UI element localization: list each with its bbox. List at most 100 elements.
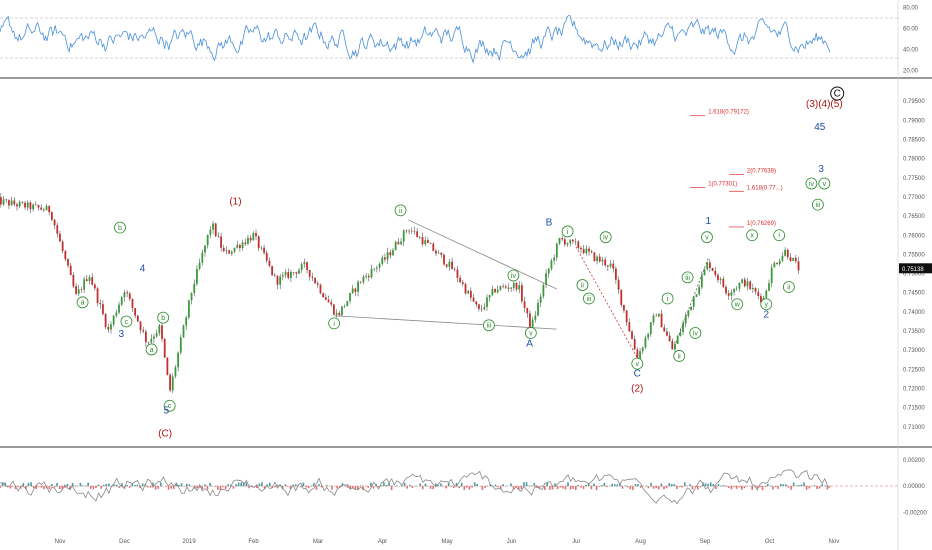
candle-body bbox=[448, 261, 451, 267]
candle-body bbox=[784, 249, 786, 256]
macd-histogram-bar bbox=[826, 486, 829, 490]
candle-body bbox=[451, 261, 453, 270]
wave-label-text: iii bbox=[685, 275, 690, 282]
candle-body bbox=[37, 204, 40, 208]
macd-histogram-bar bbox=[442, 486, 445, 487]
candle-body bbox=[443, 254, 445, 265]
macd-histogram-bar bbox=[458, 486, 460, 489]
wave-label-text: a bbox=[81, 300, 85, 307]
wave-label-circle bbox=[583, 292, 595, 305]
macd-histogram-bar bbox=[489, 484, 492, 487]
macd-histogram-bar bbox=[167, 486, 170, 490]
candle-body bbox=[405, 230, 408, 232]
wave-label-circle bbox=[661, 292, 674, 305]
candle-body bbox=[370, 268, 373, 278]
candle-body bbox=[193, 283, 196, 293]
candle-body bbox=[144, 331, 147, 343]
candle-body bbox=[604, 259, 607, 266]
macd-histogram-bar bbox=[274, 486, 276, 488]
candle-body bbox=[504, 286, 507, 288]
top-oscillator-panel: 80.00 60.00 40.00 20.00 bbox=[0, 5, 919, 75]
macd-histogram-bar bbox=[699, 486, 702, 488]
macd-histogram-bar bbox=[294, 484, 297, 487]
candle-body bbox=[719, 278, 722, 281]
wave-label-circle bbox=[561, 225, 574, 238]
macd-histogram-bar bbox=[115, 484, 118, 487]
macd-histogram-bar bbox=[48, 486, 51, 490]
candle-body bbox=[85, 279, 88, 282]
candle-body bbox=[768, 283, 770, 291]
macd-histogram-bar bbox=[403, 482, 406, 487]
macd-histogram-bar bbox=[658, 486, 660, 490]
macd-histogram-bar bbox=[445, 486, 447, 489]
candle-body bbox=[687, 310, 690, 316]
macd-histogram-bar bbox=[240, 482, 243, 487]
candle-body bbox=[572, 239, 574, 242]
macd-histogram-bar bbox=[569, 486, 572, 490]
candle-body bbox=[281, 275, 284, 277]
macd-histogram-bar bbox=[593, 483, 595, 487]
candle-body bbox=[59, 233, 61, 242]
candle-body bbox=[751, 288, 754, 290]
price-candles bbox=[0, 193, 800, 394]
macd-histogram-bar bbox=[497, 486, 499, 488]
candle-body bbox=[754, 288, 757, 292]
macd-histogram-bar bbox=[320, 486, 323, 488]
candle-body bbox=[392, 250, 394, 256]
candle-body bbox=[394, 241, 397, 251]
candle-body bbox=[515, 283, 518, 290]
macd-histogram-bar bbox=[344, 485, 346, 487]
candle-body bbox=[786, 249, 789, 258]
macd-histogram-bar bbox=[95, 486, 97, 489]
candle-body bbox=[18, 201, 21, 207]
price-tick-label: 0.72000 bbox=[903, 387, 925, 393]
candle-body bbox=[263, 247, 265, 253]
price-tick-label: 0.71500 bbox=[903, 406, 925, 412]
macd-histogram-bar bbox=[678, 486, 681, 488]
macd-histogram-bar bbox=[313, 483, 315, 487]
candle-body bbox=[488, 294, 491, 298]
candle-body bbox=[461, 282, 464, 284]
macd-histogram-bar bbox=[165, 486, 167, 487]
wave-label-text: i bbox=[567, 229, 569, 236]
wave-label-circle bbox=[507, 269, 520, 282]
macd-histogram-bar bbox=[9, 486, 12, 489]
wave-label-red: (2) bbox=[631, 384, 643, 395]
fib-level-label: 1.618(0.77...) bbox=[747, 185, 783, 191]
macd-histogram-bar bbox=[209, 482, 211, 487]
macd-histogram-bar bbox=[517, 486, 520, 490]
macd-histogram-bar bbox=[178, 484, 180, 487]
macd-histogram-bar bbox=[383, 482, 385, 487]
wave-label-text: y bbox=[765, 302, 769, 309]
candle-body bbox=[649, 322, 652, 335]
candle-body bbox=[136, 315, 139, 322]
macd-histogram-bar bbox=[66, 484, 69, 487]
macd-histogram-bar bbox=[147, 486, 149, 488]
candle-body bbox=[553, 257, 556, 261]
macd-histogram-bar bbox=[471, 486, 473, 488]
macd-histogram-bar bbox=[222, 486, 224, 488]
candle-body bbox=[319, 284, 322, 294]
macd-histogram-bar bbox=[310, 485, 313, 487]
price-tick-label: 0.71000 bbox=[903, 425, 925, 431]
wave-label-text: ii bbox=[678, 353, 682, 360]
macd-histogram-bar bbox=[782, 484, 785, 487]
macd-histogram-bar bbox=[460, 482, 463, 487]
candle-body bbox=[507, 287, 510, 289]
candle-body bbox=[324, 297, 327, 300]
macd-histogram-bar bbox=[245, 482, 248, 487]
macd-histogram-bar bbox=[774, 486, 777, 488]
candle-body bbox=[792, 257, 795, 261]
candle-body bbox=[182, 325, 185, 338]
candle-body bbox=[332, 304, 335, 315]
macd-histogram-bar bbox=[307, 486, 310, 489]
candle-body bbox=[397, 241, 400, 245]
candle-body bbox=[257, 236, 260, 249]
candle-body bbox=[271, 266, 274, 276]
candle-body bbox=[142, 330, 145, 332]
wave-label-circle bbox=[114, 221, 126, 234]
macd-histogram-bar bbox=[302, 482, 305, 487]
candle-body bbox=[418, 237, 421, 238]
candle-body bbox=[770, 267, 773, 284]
candle-body bbox=[456, 269, 459, 278]
